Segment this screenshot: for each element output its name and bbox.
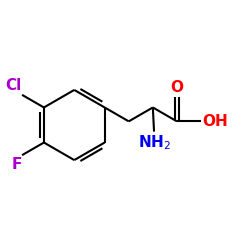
Text: Cl: Cl bbox=[6, 78, 22, 94]
Text: NH$_2$: NH$_2$ bbox=[138, 134, 170, 152]
Text: O: O bbox=[170, 80, 183, 95]
Text: OH: OH bbox=[202, 114, 228, 129]
Text: F: F bbox=[12, 156, 22, 172]
